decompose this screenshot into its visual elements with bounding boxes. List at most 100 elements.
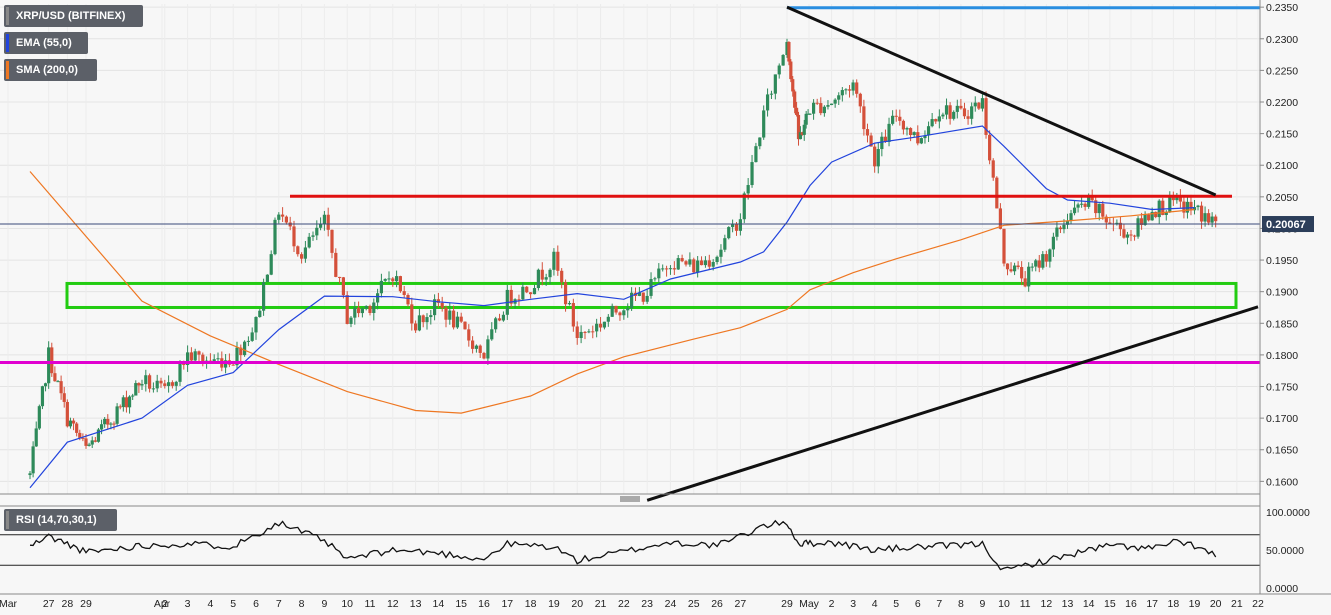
candle-body [696,260,700,273]
candle-body [1048,249,1052,262]
candle-body [37,406,41,429]
x-tick-label: 20 [1210,598,1222,610]
candle-body [186,352,190,366]
candle-body [103,418,107,425]
x-tick-label: 6 [915,598,921,610]
candle-body [1041,254,1045,268]
x-tick-label: 3 [185,598,191,610]
y-tick-label: 0.1800 [1266,350,1298,362]
candle-body [1058,227,1063,230]
candle-body [440,302,444,308]
candle-body [750,162,754,186]
candle-body [970,106,974,119]
candle-body [1164,211,1168,215]
ema-line [29,125,1195,489]
x-tick-label: 13 [410,598,422,610]
x-tick-label: 25 [688,598,700,610]
candle-body [680,258,684,262]
candle-body [822,106,826,114]
x-tick-label: 19 [548,598,560,610]
candle-body [406,294,410,305]
candle-body [1139,218,1144,225]
candle-body [984,98,988,135]
candle-body [1182,201,1186,213]
candle-body [791,79,795,92]
candle-body [847,89,852,91]
candle-body [912,132,916,136]
candle-body [521,286,525,300]
candle-body [398,276,402,292]
candle-body [1192,207,1197,211]
candle-body [40,386,45,407]
candle-body [140,384,144,386]
candle-body [610,305,614,317]
candle-body [239,347,243,356]
candle-body [664,268,669,270]
candle-body [637,292,641,296]
candle-body [50,347,54,374]
candle-body [622,310,626,316]
x-tick-label: 20 [571,598,583,610]
x-tick-label: 5 [230,598,236,610]
candle-body [189,352,193,361]
x-tick-label: 21 [1231,598,1243,610]
candle-body [851,82,855,91]
sma-legend[interactable]: SMA (200,0) [4,59,97,81]
candle-body [692,259,696,273]
candle-body [1214,216,1218,222]
candle-body [1161,200,1165,215]
candle-body [357,307,361,314]
candle-body [563,282,568,305]
candle-body [311,235,315,237]
x-tick-label: 2 [829,598,835,610]
candle-body [170,382,174,386]
candle-body [292,226,296,247]
x-tick-label: 10 [998,598,1010,610]
sma-swatch [6,61,9,79]
x-tick-label: 13 [1062,598,1074,610]
candle-body [641,292,645,302]
y-tick-label: 0.2250 [1266,65,1298,77]
candle-body [719,249,723,257]
candle-body [618,312,622,316]
y-tick-label: 0.2050 [1266,192,1298,204]
candle-body [395,276,399,282]
candle-body [1037,260,1041,268]
candle-body [84,438,88,446]
x-tick-label: 26 [711,598,723,610]
candle-body [781,55,785,66]
candle-body [254,317,258,333]
candle-body [250,332,254,341]
candle-body [988,134,992,161]
candle-body [414,323,418,331]
candle-body [668,268,673,270]
candle-body [303,247,307,259]
candle-body [898,116,902,121]
candle-body [112,423,116,425]
candle-body [865,129,870,136]
rsi-plot-area[interactable] [0,506,1260,594]
candle-body [262,281,266,311]
candle-body [723,238,727,250]
candle-body [977,102,981,109]
candle-body [862,106,866,130]
candle-body [281,214,285,217]
rsi-legend[interactable]: RSI (14,70,30,1) [4,509,117,531]
candle-body [31,446,35,474]
x-tick-label: 9 [321,598,327,610]
ema-legend[interactable]: EMA (55,0) [4,32,88,54]
candle-body [118,406,122,408]
candle-body [410,304,414,324]
candle-body [811,102,816,114]
x-tick-label: 14 [433,598,445,610]
candle-body [124,397,129,408]
candle-body [657,268,661,279]
candle-body [606,316,610,322]
candle-body [1168,195,1172,212]
candle-body [448,310,452,320]
main-plot-area[interactable] [0,0,1260,494]
symbol-legend[interactable]: XRP/USD (BITFINEX) [4,5,143,27]
candle-body [235,347,239,366]
y-tick-label: 0.1600 [1266,476,1298,488]
x-tick-label: 14 [1083,598,1095,610]
